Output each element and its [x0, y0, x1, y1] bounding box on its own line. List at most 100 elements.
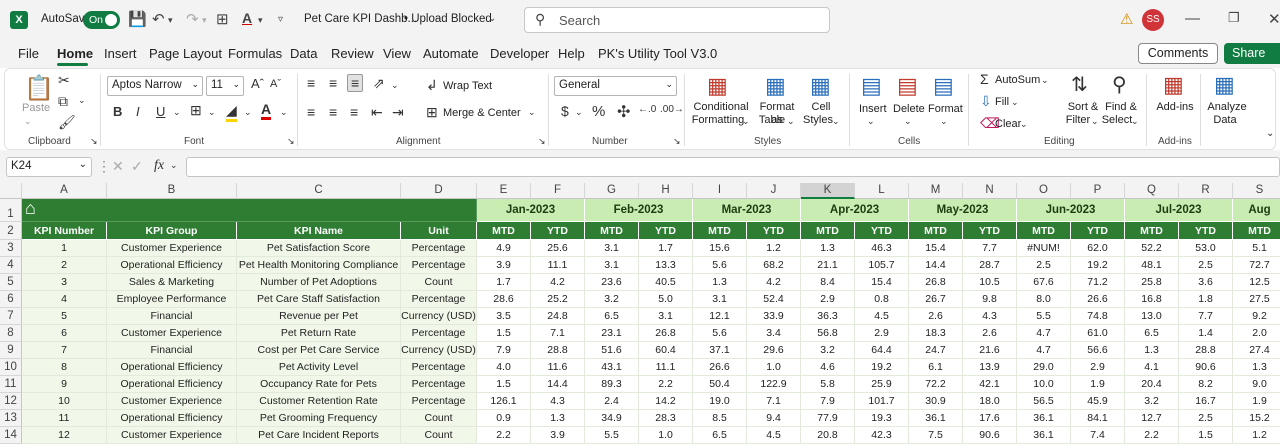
value-cell[interactable]: 20.8 — [801, 427, 855, 444]
clipboard-launcher-icon[interactable]: ↘ — [90, 136, 98, 146]
sort-filter-label-2[interactable]: Filter — [1065, 114, 1091, 126]
value-cell[interactable]: 53.0 — [1179, 240, 1233, 257]
value-cell[interactable]: 25.2 — [531, 291, 585, 308]
value-cell[interactable]: 14.4 — [909, 257, 963, 274]
align-center-icon[interactable]: ≡ — [329, 104, 338, 120]
value-cell[interactable]: 48.1 — [1125, 257, 1179, 274]
value-cell[interactable]: 71.2 — [1071, 274, 1125, 291]
paste-icon[interactable]: 📋 — [24, 75, 54, 102]
value-cell[interactable]: 13.0 — [1125, 308, 1179, 325]
format-as-table-label-1[interactable]: Format as — [759, 101, 795, 126]
align-left-icon[interactable]: ≡ — [307, 104, 316, 120]
decrease-decimal-icon[interactable]: .00→ — [660, 104, 684, 115]
value-cell[interactable]: 2.0 — [1233, 325, 1280, 342]
value-cell[interactable]: 5.0 — [639, 291, 693, 308]
value-cell[interactable]: 11.1 — [531, 257, 585, 274]
value-cell[interactable]: 14.4 — [531, 376, 585, 393]
value-cell[interactable]: 74.8 — [1071, 308, 1125, 325]
value-cell[interactable]: 25.6 — [531, 240, 585, 257]
alignment-launcher-icon[interactable]: ↘ — [538, 136, 546, 146]
value-cell[interactable]: 3.1 — [639, 308, 693, 325]
tab-pk-utility[interactable]: PK's Utility Tool V3.0 — [598, 46, 718, 61]
value-cell[interactable]: 28.6 — [477, 291, 531, 308]
kpi-number-cell[interactable]: 1 — [22, 240, 107, 257]
value-cell[interactable]: 72.7 — [1233, 257, 1280, 274]
kpi-name-cell[interactable]: Pet Care Staff Satisfaction — [237, 291, 401, 308]
value-cell[interactable]: 15.2 — [1233, 410, 1280, 427]
value-cell[interactable]: 56.8 — [801, 325, 855, 342]
fill-color-icon[interactable]: ◢ — [226, 102, 237, 122]
find-select-label-2[interactable]: Select — [1101, 114, 1133, 126]
kpi-number-cell[interactable]: 9 — [22, 376, 107, 393]
unit-cell[interactable]: Percentage — [401, 291, 477, 308]
value-cell[interactable]: 33.9 — [747, 308, 801, 325]
value-cell[interactable]: 12.5 — [1233, 274, 1280, 291]
kpi-group-cell[interactable]: Customer Experience — [107, 240, 237, 257]
value-cell[interactable]: 23.1 — [585, 325, 639, 342]
tab-developer[interactable]: Developer — [490, 46, 550, 61]
value-cell[interactable]: 9.4 — [747, 410, 801, 427]
value-cell[interactable]: 7.9 — [801, 393, 855, 410]
row-header-6[interactable]: 6 — [0, 291, 22, 308]
sort-filter-dropdown-icon[interactable]: ⌄ — [1091, 116, 1099, 126]
value-cell[interactable]: 7.7 — [1179, 308, 1233, 325]
column-header-G[interactable]: G — [585, 183, 639, 199]
copy-icon[interactable]: ⧉ — [58, 93, 68, 109]
value-cell[interactable]: 3.5 — [477, 308, 531, 325]
kpi-name-cell[interactable]: Number of Pet Adoptions — [237, 274, 401, 291]
value-cell[interactable]: 3.1 — [585, 257, 639, 274]
value-cell[interactable]: 6.5 — [1125, 325, 1179, 342]
row-header-11[interactable]: 11 — [0, 376, 22, 393]
value-cell[interactable]: 6.1 — [909, 359, 963, 376]
tab-file[interactable]: File — [18, 46, 39, 61]
conditional-formatting-label-1[interactable]: Conditional — [693, 101, 749, 113]
value-cell[interactable]: 56.6 — [1071, 342, 1125, 359]
value-cell[interactable]: 26.8 — [909, 274, 963, 291]
delete-cells-label[interactable]: Delete — [893, 103, 925, 115]
tab-help[interactable]: Help — [558, 46, 585, 61]
column-header-A[interactable]: A — [22, 183, 107, 199]
value-cell[interactable]: 13.9 — [963, 359, 1017, 376]
value-cell[interactable]: 29.6 — [747, 342, 801, 359]
row-header-1[interactable]: 1 — [0, 199, 22, 222]
increase-font-icon[interactable]: Aˆ — [251, 76, 264, 91]
value-cell[interactable]: 3.1 — [693, 291, 747, 308]
middle-align-icon[interactable]: ≡ — [329, 75, 338, 91]
redo-icon[interactable]: ↷ — [186, 11, 199, 28]
column-header-S[interactable]: S — [1233, 183, 1280, 199]
column-header-I[interactable]: I — [693, 183, 747, 199]
value-cell[interactable]: 90.6 — [1179, 359, 1233, 376]
kpi-name-cell[interactable]: Cost per Pet Care Service — [237, 342, 401, 359]
value-cell[interactable]: 6.5 — [585, 308, 639, 325]
underline-icon[interactable]: U — [156, 104, 166, 119]
cut-icon[interactable]: ✂ — [58, 72, 70, 88]
value-cell[interactable]: 15.6 — [693, 240, 747, 257]
value-cell[interactable]: 21.1 — [801, 257, 855, 274]
column-header-R[interactable]: R — [1179, 183, 1233, 199]
value-cell[interactable]: 40.5 — [639, 274, 693, 291]
value-cell[interactable]: 3.6 — [1179, 274, 1233, 291]
kpi-name-cell[interactable]: Pet Care Incident Reports — [237, 427, 401, 444]
value-cell[interactable]: 14.2 — [639, 393, 693, 410]
value-cell[interactable]: 1.4 — [1179, 325, 1233, 342]
value-cell[interactable]: 1.3 — [531, 410, 585, 427]
number-format-select[interactable]: General ⌄ — [554, 76, 677, 96]
kpi-group-cell[interactable]: Employee Performance — [107, 291, 237, 308]
value-cell[interactable]: 2.2 — [639, 376, 693, 393]
unit-cell[interactable]: Percentage — [401, 393, 477, 410]
value-cell[interactable]: 1.0 — [639, 427, 693, 444]
conditional-formatting-icon[interactable]: ▦ — [707, 73, 728, 98]
unit-cell[interactable]: Percentage — [401, 257, 477, 274]
value-cell[interactable]: 19.0 — [693, 393, 747, 410]
find-select-dropdown-icon[interactable]: ⌄ — [1131, 116, 1139, 126]
merge-dropdown-icon[interactable]: ⌄ — [528, 107, 536, 117]
conditional-formatting-label-2[interactable]: Formatting — [691, 114, 745, 126]
font-color-dropdown-icon[interactable]: ⌄ — [280, 107, 288, 117]
value-cell[interactable]: 18.3 — [909, 325, 963, 342]
value-cell[interactable]: 11.1 — [639, 359, 693, 376]
align-right-icon[interactable]: ≡ — [350, 104, 359, 120]
row-header-13[interactable]: 13 — [0, 410, 22, 427]
tab-formulas[interactable]: Formulas — [228, 46, 283, 61]
value-cell[interactable]: 45.9 — [1071, 393, 1125, 410]
value-cell[interactable]: 1.2 — [1233, 427, 1280, 444]
